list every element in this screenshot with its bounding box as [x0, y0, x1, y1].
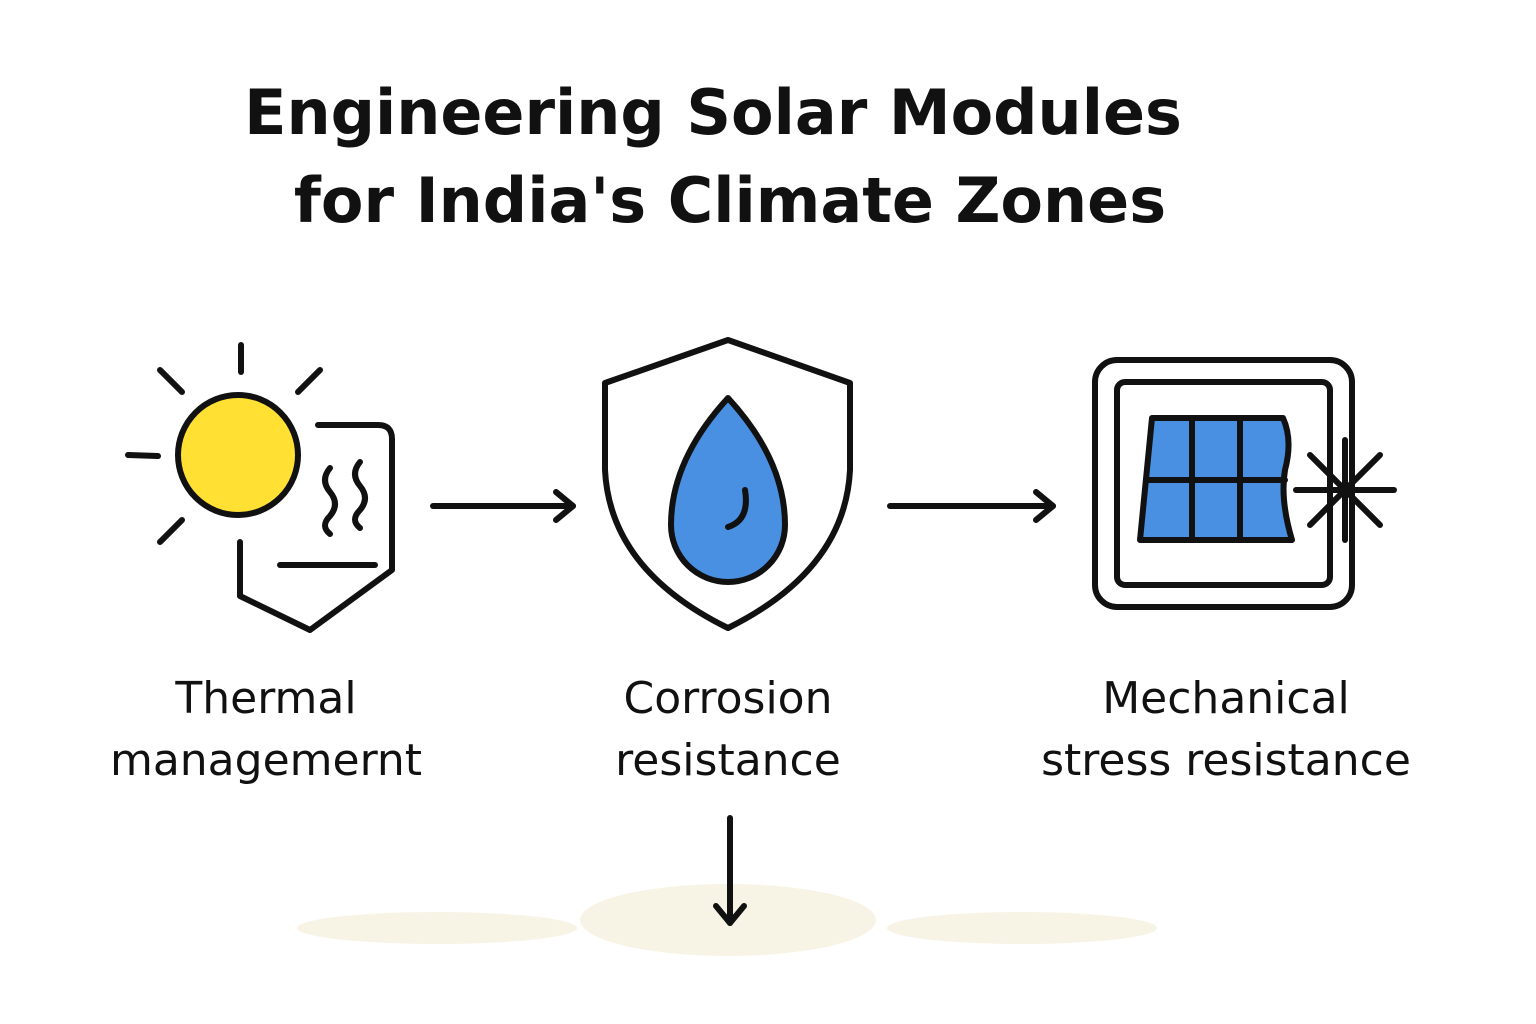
node-label: Mechanical [1102, 673, 1350, 724]
mechanical-icon [1092, 357, 1397, 610]
arrow [430, 489, 1056, 926]
node-label: Thermal [174, 673, 356, 724]
node-label: resistance [615, 735, 841, 786]
thermal-icon [125, 342, 395, 633]
node-label: Corrosion [624, 673, 833, 724]
corrosion-icon [602, 337, 853, 631]
node-label: managemernt [110, 735, 422, 786]
node-label: stress resistance [1041, 735, 1411, 786]
title-line: for India's Climate Zones [294, 164, 1166, 237]
title-line: Engineering Solar Modules [244, 76, 1182, 149]
